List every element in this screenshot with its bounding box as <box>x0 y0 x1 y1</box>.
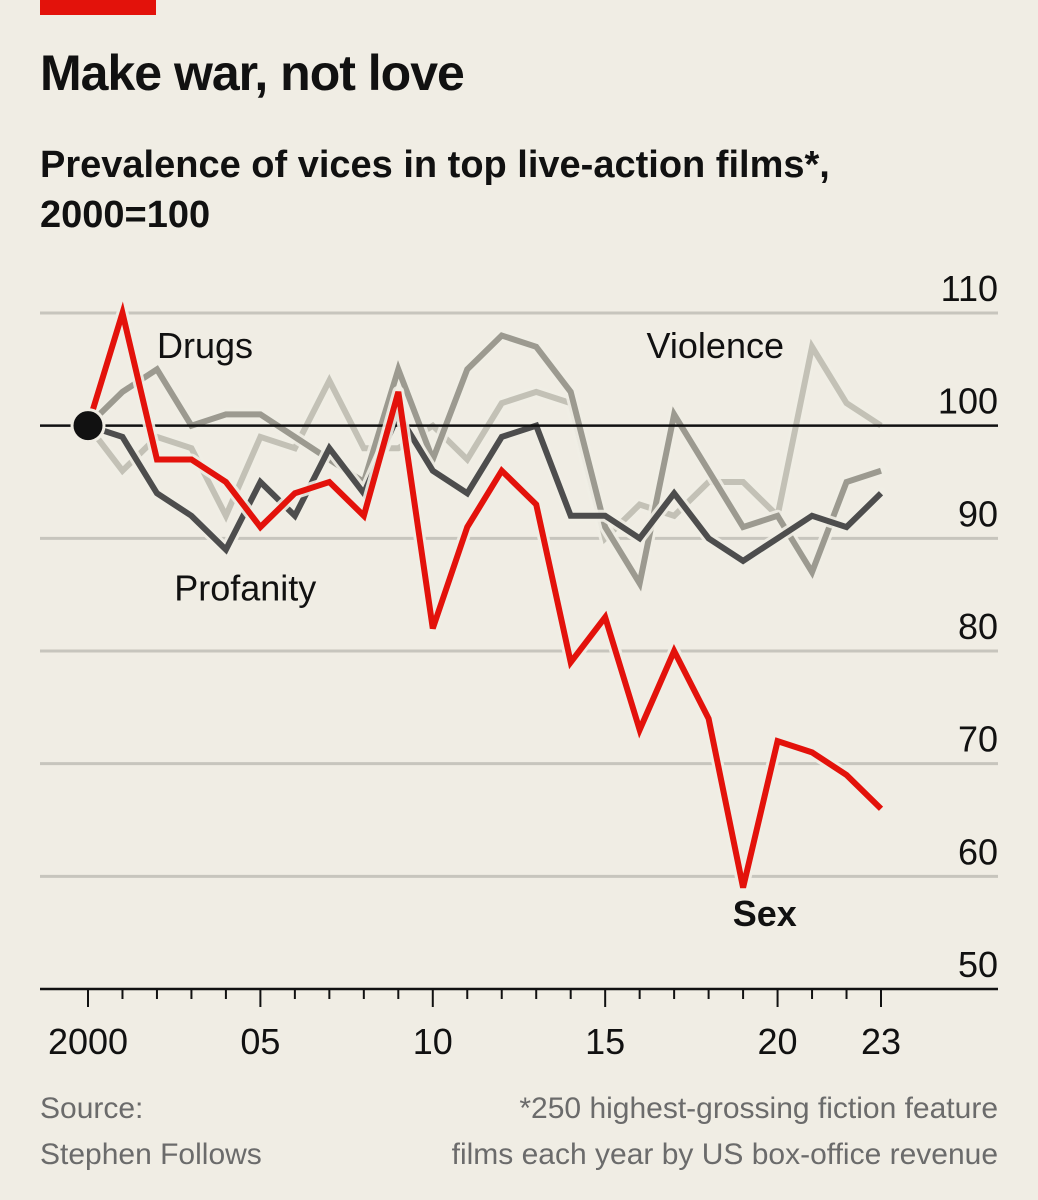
x-tick-label-05: 05 <box>240 1021 280 1062</box>
source-note: Source: Stephen Follows <box>40 1086 340 1178</box>
x-tick-label-10: 10 <box>413 1021 453 1062</box>
y-tick-label-90: 90 <box>958 493 998 534</box>
series-label-profanity: Profanity <box>174 567 316 608</box>
index-start-dot <box>70 408 106 444</box>
y-tick-label-60: 60 <box>958 831 998 872</box>
x-tick-label-2000: 2000 <box>48 1021 128 1062</box>
brand-red-tag <box>40 0 156 15</box>
footnote: *250 highest-grossing fiction feature fi… <box>358 1086 998 1178</box>
y-tick-label-80: 80 <box>958 606 998 647</box>
x-tick-label-20: 20 <box>758 1021 798 1062</box>
series-line-profanity <box>87 407 884 565</box>
y-tick-label-100: 100 <box>938 381 998 422</box>
x-tick-label-15: 15 <box>585 1021 625 1062</box>
series-line-drugs <box>85 332 882 592</box>
series-label-sex: Sex <box>733 893 797 934</box>
line-chart: 50 60 70 80 90 100 110 2000 05 10 15 20 23 Drugs Viole… <box>40 268 998 1062</box>
y-tick-label-70: 70 <box>958 719 998 760</box>
source-line-2: Stephen Follows <box>40 1138 262 1171</box>
x-tick-label-23: 23 <box>861 1021 901 1062</box>
chart-title: Make war, not love <box>40 45 465 101</box>
series-label-drugs: Drugs <box>157 325 253 366</box>
series-label-violence: Violence <box>647 325 784 366</box>
series-line-violence <box>85 338 883 545</box>
footnote-line-1: *250 highest-grossing fiction feature <box>519 1092 998 1125</box>
series-line-sex <box>85 301 884 889</box>
subtitle-line-2: 2000=100 <box>40 194 211 236</box>
subtitle-line-1: Prevalence of vices in top live-action f… <box>40 144 830 186</box>
y-tick-label-50: 50 <box>958 944 998 985</box>
chart-subtitle: Prevalence of vices in top live-action f… <box>40 140 1000 240</box>
footnote-line-2: films each year by US box-office revenue <box>451 1138 998 1171</box>
source-line-1: Source: <box>40 1092 144 1125</box>
y-tick-label-110: 110 <box>941 268 998 309</box>
